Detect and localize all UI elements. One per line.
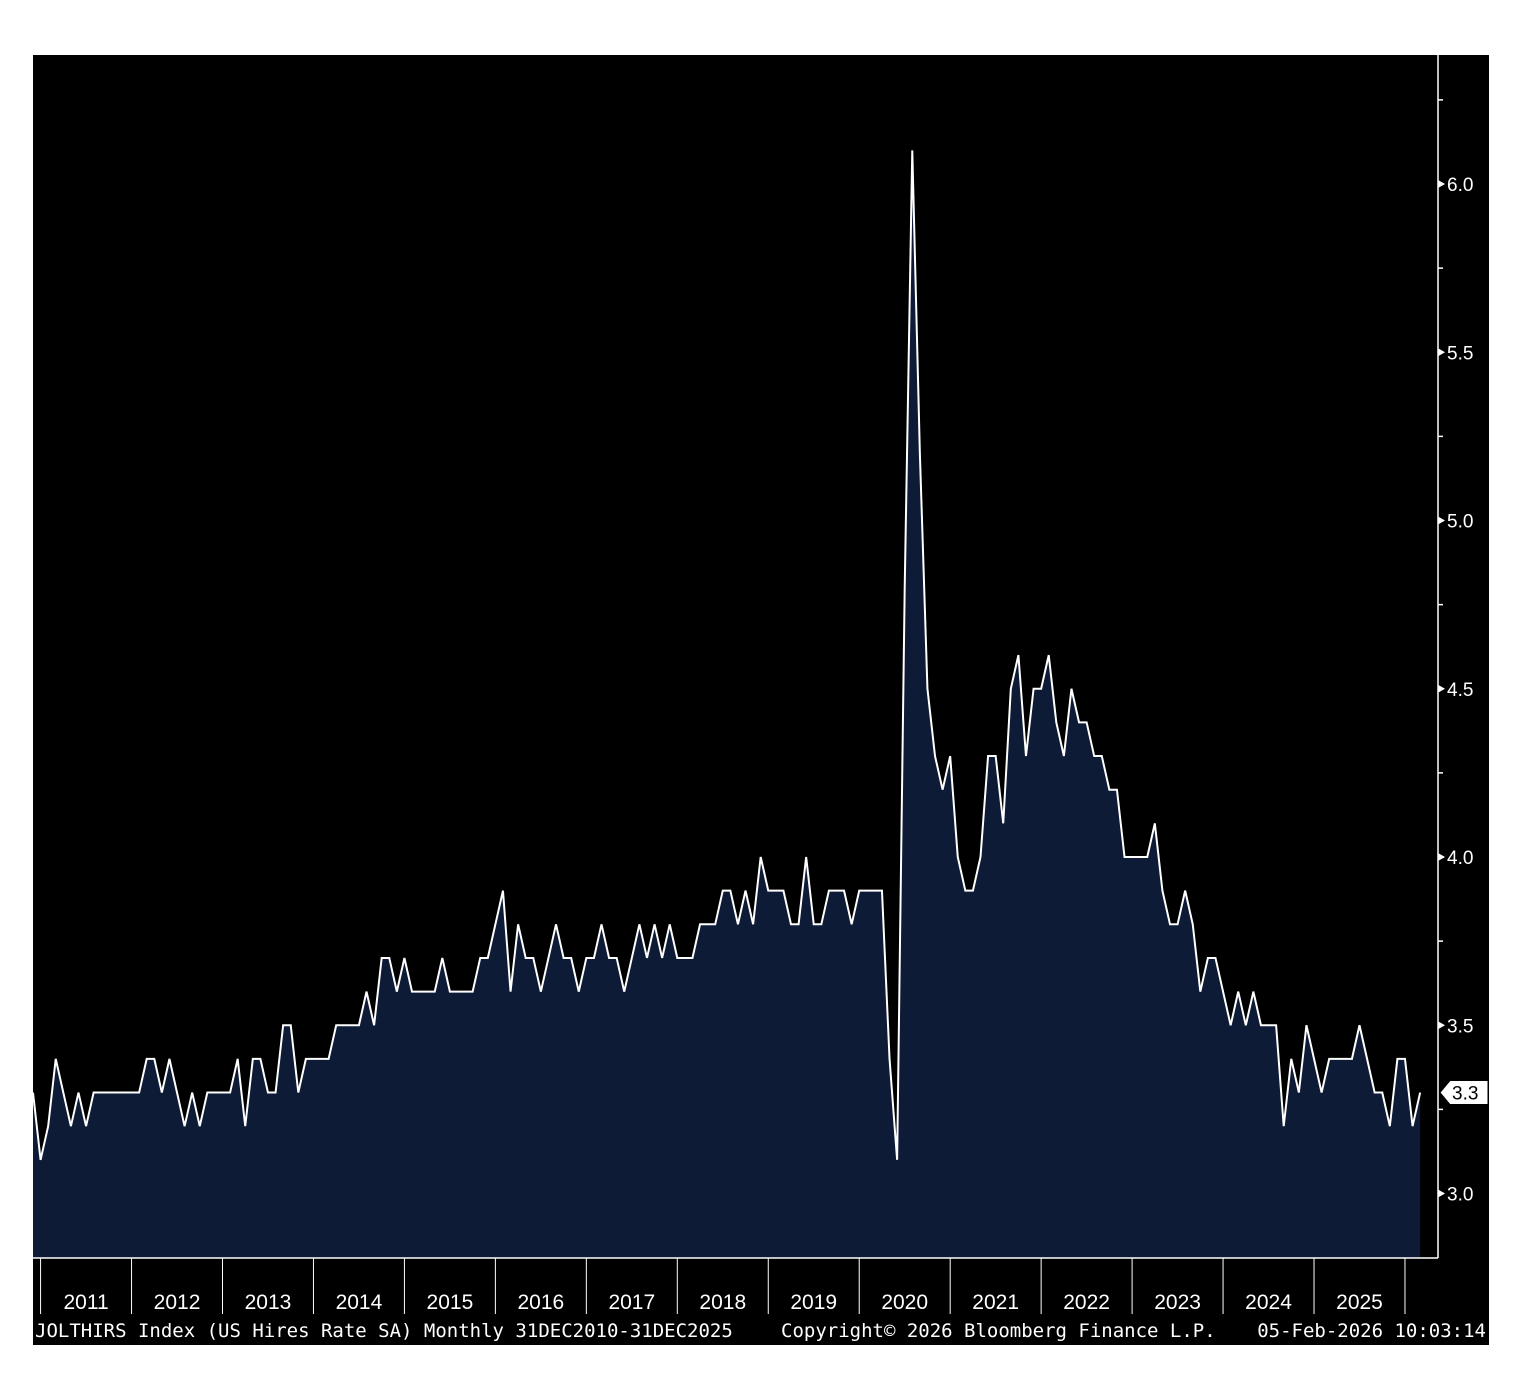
x-tick-label: 2019 — [790, 1291, 837, 1314]
y-tick-label: 3.0 — [1447, 1185, 1473, 1206]
y-tick-label: 4.5 — [1447, 680, 1473, 701]
x-tick-label: 2021 — [972, 1291, 1019, 1314]
y-tick-label: 6.0 — [1447, 175, 1473, 196]
x-tick-label: 2014 — [336, 1291, 383, 1314]
x-tick-label: 2024 — [1245, 1291, 1292, 1314]
y-tick-label: 4.0 — [1447, 848, 1473, 869]
y-tick-marker — [1438, 1021, 1445, 1030]
x-tick-label: 2022 — [1063, 1291, 1110, 1314]
x-tick-label: 2016 — [518, 1291, 565, 1314]
y-tick-marker — [1438, 516, 1445, 525]
label-layer: 3.0 3.5 4.0 4.5 5.0 5.5 6.0 2011 2012 2013 2014 201… — [63, 175, 1489, 1314]
x-tick-label: 2017 — [608, 1291, 655, 1314]
x-tick-label: 2013 — [245, 1291, 292, 1314]
y-tick-label: 3.5 — [1447, 1016, 1473, 1037]
footer-series-description: JOLTHIRS Index (US Hires Rate SA) Monthl… — [35, 1320, 733, 1342]
x-tick-label: 2012 — [154, 1291, 201, 1314]
footer: JOLTHIRS Index (US Hires Rate SA) Monthl… — [35, 1320, 1486, 1342]
y-tick-marker — [1438, 180, 1445, 188]
y-tick-label: 5.5 — [1447, 343, 1473, 364]
footer-timestamp: 05-Feb-2026 10:03:14 — [1257, 1320, 1486, 1342]
y-tick-label: 5.0 — [1447, 512, 1473, 533]
x-tick-label: 2018 — [699, 1291, 746, 1314]
last-value-badge — [1439, 1080, 1489, 1106]
x-tick-label: 2025 — [1336, 1291, 1383, 1314]
series-line — [32, 150, 1422, 1161]
area-layer — [32, 150, 1422, 1259]
x-tick-label: 2020 — [881, 1291, 928, 1314]
y-tick-marker — [1438, 1189, 1445, 1198]
last-value-label: 3.3 — [1452, 1084, 1478, 1105]
y-tick-marker — [1438, 684, 1445, 693]
axis-layer — [33, 55, 1445, 1314]
x-tick-label: 2011 — [63, 1291, 108, 1314]
y-tick-marker — [1438, 348, 1445, 357]
x-tick-label: 2023 — [1154, 1291, 1201, 1314]
x-tick-label: 2015 — [427, 1291, 474, 1314]
footer-copyright: Copyright© 2026 Bloomberg Finance L.P. — [781, 1320, 1216, 1342]
y-tick-marker — [1438, 853, 1445, 861]
